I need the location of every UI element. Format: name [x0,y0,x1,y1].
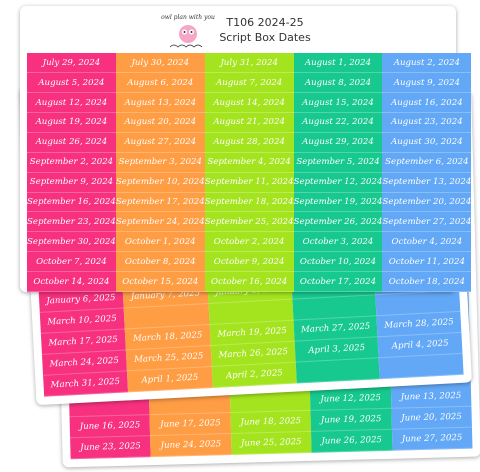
date-sticker: August 23, 2024 [382,113,472,133]
date-sticker: August 15, 2024 [293,93,383,113]
date-sticker: September 10, 2024 [115,173,205,193]
date-sticker: June 20, 2025 [391,406,472,430]
date-sticker: September 24, 2024 [115,212,205,233]
date-sticker: June 19, 2025 [310,408,392,432]
date-sticker: August 13, 2024 [115,93,205,113]
date-sticker: October 17, 2024 [293,272,383,292]
date-sticker: August 5, 2024 [27,73,116,94]
date-sticker: October 9, 2024 [204,252,294,273]
date-sticker: October 4, 2024 [382,232,472,253]
date-sticker: October 10, 2024 [293,252,383,273]
date-grid: July 29, 2024 August 5, 2024 August 12, 20… [27,53,472,292]
date-sticker: September 4, 2024 [204,153,294,173]
date-sticker: August 1, 2024 [293,53,383,74]
date-sticker: August 8, 2024 [293,73,383,94]
color-column: August 1, 2024 August 8, 2024 August 15, 2… [293,53,383,292]
date-sticker: June 25, 2025 [230,431,312,455]
date-sticker: June 24, 2025 [150,433,232,458]
date-sticker: October 11, 2024 [382,252,472,273]
date-sticker: August 16, 2024 [382,93,472,113]
date-sticker: August 21, 2024 [204,113,294,133]
date-sticker: October 18, 2024 [382,272,472,292]
date-sticker: July 30, 2024 [115,53,205,74]
date-sticker: August 30, 2024 [382,133,472,153]
date-sticker: August 26, 2024 [27,133,116,153]
color-column: July 29, 2024 August 5, 2024 August 12, 20… [27,53,116,292]
date-sticker: June 16, 2025 [69,415,151,439]
date-sticker: June 23, 2025 [70,436,152,460]
subtitle: Script Box Dates [219,31,311,44]
date-sticker: August 9, 2024 [382,73,472,94]
date-sticker: October 16, 2024 [204,272,294,292]
date-sticker: August 29, 2024 [293,133,383,153]
date-sticker: September 6, 2024 [382,153,472,173]
color-column: August 2, 2024 August 9, 2024 August 16, 2… [382,53,472,292]
date-sticker: October 1, 2024 [115,232,205,253]
date-sticker: August 20, 2024 [115,113,205,133]
date-sticker: September 27, 2024 [382,212,472,233]
date-sticker: September 16, 2024 [27,193,116,213]
date-sticker [295,358,381,384]
date-sticker: September 9, 2024 [27,173,116,193]
date-sticker: October 7, 2024 [27,252,116,273]
date-sticker [379,353,464,380]
date-sticker: August 19, 2024 [27,113,116,133]
date-sticker: August 27, 2024 [115,133,205,153]
date-sticker: August 2, 2024 [382,53,472,74]
date-sticker: September 2, 2024 [27,153,116,173]
date-sticker: June 12, 2025 [310,387,392,411]
date-sticker: September 17, 2024 [115,193,205,213]
date-sticker: September 19, 2024 [293,193,383,213]
date-sticker: October 15, 2024 [115,272,205,292]
date-sticker: August 7, 2024 [204,73,294,94]
date-sticker: September 5, 2024 [293,153,383,173]
color-column: July 30, 2024 August 6, 2024 August 13, 20… [115,53,205,292]
date-sticker: August 6, 2024 [115,73,205,94]
date-sticker: August 28, 2024 [204,133,294,153]
date-sticker: August 12, 2024 [27,93,116,113]
date-sticker: July 29, 2024 [27,53,116,74]
date-sticker: September 25, 2024 [204,212,294,233]
owl-icon [179,25,197,43]
date-sticker: April 2, 2025 [212,362,297,388]
date-sticker: July 31, 2024 [204,53,294,74]
logo-text: owl plan with you [161,14,215,21]
date-sticker: September 20, 2024 [382,193,472,213]
date-sticker: September 26, 2024 [293,212,383,233]
date-sticker: September 13, 2024 [382,173,472,193]
date-sticker: March 31, 2025 [43,371,128,397]
date-sticker: June 17, 2025 [149,413,231,437]
logo: owl plan with you [161,14,215,48]
date-sticker: October 8, 2024 [115,252,205,273]
date-sticker: October 3, 2024 [293,232,383,253]
date-sticker: September 18, 2024 [204,193,294,213]
date-sticker: October 14, 2024 [27,272,116,292]
date-sticker: August 22, 2024 [293,113,383,133]
date-sticker: September 23, 2024 [27,212,116,233]
date-sticker: September 12, 2024 [293,173,383,193]
title: T106 2024-25 [226,16,304,29]
date-sticker: June 26, 2025 [311,429,393,453]
date-sticker: September 30, 2024 [27,232,116,253]
date-sticker: September 11, 2024 [204,173,294,193]
date-sticker: September 3, 2024 [115,153,205,173]
color-column: July 31, 2024 August 7, 2024 August 14, 20… [204,53,294,292]
front-sheet: owl plan with you T106 2024-25 Script Bo… [20,6,472,292]
date-sticker: August 14, 2024 [204,93,294,113]
date-sticker: October 2, 2024 [204,232,294,253]
date-sticker: June 13, 2025 [390,385,472,409]
date-sticker: April 1, 2025 [126,366,214,393]
date-sticker: June 27, 2025 [391,427,473,451]
date-sticker: June 18, 2025 [230,410,312,434]
